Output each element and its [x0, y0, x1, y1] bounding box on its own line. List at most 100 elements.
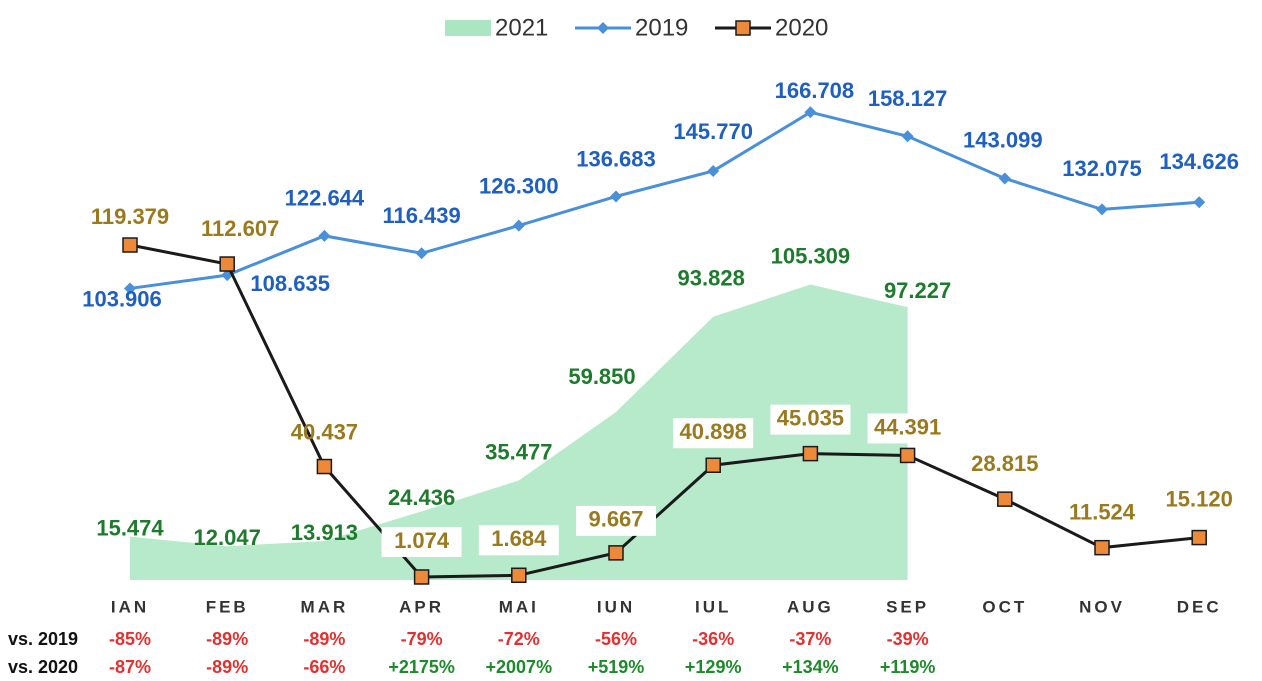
marker	[802, 445, 819, 462]
label-box	[673, 418, 754, 449]
data-label: 9.667	[588, 507, 643, 532]
marker	[1193, 196, 1206, 209]
comparison: +129%	[685, 657, 742, 677]
comparison: -36%	[692, 629, 734, 649]
comparison: +134%	[782, 657, 839, 677]
data-label: 112.607	[201, 216, 279, 241]
data-label: 24.436	[388, 485, 455, 510]
x-tick-label: MAR	[301, 597, 349, 616]
x-tick-label: MAI	[499, 597, 539, 616]
data-label: 166.708	[775, 78, 855, 103]
data-label: 15.474	[96, 515, 164, 540]
x-tick-label: IUN	[597, 597, 635, 616]
data-label: 44.391	[874, 414, 941, 439]
data-label: 1.074	[394, 528, 450, 553]
marker	[124, 282, 136, 295]
comparison: -89%	[206, 657, 248, 677]
label-box	[867, 413, 948, 444]
comparison: -87%	[109, 657, 151, 677]
marker	[316, 458, 333, 475]
marker	[512, 219, 525, 232]
legend-marker	[597, 22, 609, 34]
comparison: +2007%	[486, 657, 553, 677]
marker	[413, 569, 430, 585]
marker	[608, 545, 624, 561]
x-tick-label: FEB	[206, 597, 249, 616]
data-label: 134.626	[1159, 149, 1239, 174]
area	[130, 284, 908, 580]
marker	[804, 106, 817, 119]
legend-label: 2020	[775, 14, 828, 41]
data-label: 103.906	[82, 286, 162, 311]
data-label: 136.683	[576, 146, 656, 171]
data-label: 28.815	[971, 451, 1038, 476]
legend-swatch	[445, 20, 491, 36]
comparison: -79%	[401, 629, 443, 649]
marker	[122, 237, 138, 253]
x-tick-label: APR	[399, 597, 444, 616]
data-label: 108.635	[250, 271, 330, 296]
label-box	[770, 404, 851, 435]
comparison: -39%	[887, 629, 929, 649]
marker	[901, 130, 914, 143]
x-tick-label: IAN	[111, 597, 149, 616]
data-label: 97.227	[884, 278, 951, 303]
data-label: 59.850	[568, 364, 635, 389]
legend-label: 2019	[635, 14, 688, 41]
x-tick-label: IUL	[695, 597, 731, 616]
marker	[998, 172, 1011, 185]
comparison: +2175%	[388, 657, 455, 677]
x-tick-label: AUG	[787, 597, 834, 616]
data-label: 105.309	[771, 243, 851, 268]
x-tick-label: NOV	[1079, 597, 1125, 616]
data-label: 119.379	[91, 204, 169, 229]
data-label: 122.644	[285, 186, 365, 211]
marker	[415, 247, 428, 260]
comparison: +519%	[588, 657, 645, 677]
comparison: -56%	[595, 629, 637, 649]
data-label: 12.047	[194, 525, 261, 550]
data-label: 93.828	[678, 266, 745, 291]
comparison: -85%	[109, 629, 151, 649]
row-label: vs. 2020	[8, 657, 78, 677]
comparison: +119%	[880, 657, 936, 677]
data-label: 35.477	[485, 439, 552, 464]
marker	[899, 447, 916, 464]
marker	[997, 491, 1013, 507]
label-box	[478, 525, 559, 556]
line	[129, 110, 1200, 290]
data-label: 13.913	[291, 520, 358, 545]
line	[129, 243, 1200, 579]
data-label: 126.300	[479, 173, 559, 198]
data-label: 11.524	[1069, 499, 1136, 524]
legend: 2021 2019 2020	[445, 14, 828, 41]
data-label: 145.770	[673, 119, 753, 144]
marker	[318, 229, 331, 242]
legend-label: 2021	[495, 14, 548, 41]
comparison: -37%	[789, 629, 831, 649]
data-label: 158.127	[868, 86, 948, 111]
data-label: 143.099	[963, 127, 1043, 152]
marker	[1096, 203, 1108, 216]
data-label: 116.439	[382, 203, 460, 228]
marker	[511, 567, 527, 584]
marker	[219, 256, 235, 272]
marker	[705, 457, 721, 473]
marker	[707, 164, 720, 177]
comparison: -72%	[498, 629, 540, 649]
comparison: -66%	[303, 657, 345, 677]
data-label: 1.684	[491, 526, 547, 551]
data-label: 132.075	[1062, 156, 1142, 181]
row-label: vs. 2019	[8, 629, 78, 649]
data-label: 40.898	[680, 419, 747, 444]
marker	[1094, 539, 1110, 556]
data-label: 45.035	[777, 405, 844, 430]
label-box	[381, 526, 462, 557]
x-tick-label: DEC	[1177, 597, 1222, 616]
marker	[610, 190, 622, 203]
label-box	[576, 505, 656, 536]
data-label: 15.120	[1166, 486, 1233, 511]
x-tick-label: OCT	[982, 597, 1027, 616]
comparison: -89%	[303, 629, 345, 649]
